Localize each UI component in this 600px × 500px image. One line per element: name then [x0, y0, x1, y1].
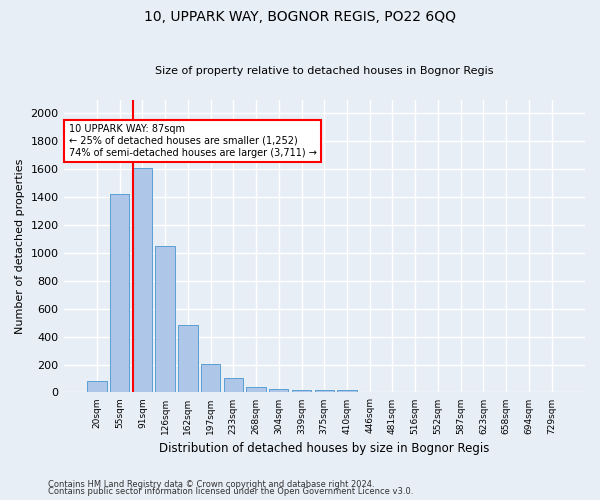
Bar [224, 378, 243, 392]
Bar [155, 246, 175, 392]
Bar [292, 390, 311, 392]
Bar [201, 364, 220, 392]
Bar [133, 168, 152, 392]
Title: Size of property relative to detached houses in Bognor Regis: Size of property relative to detached ho… [155, 66, 494, 76]
Text: 10, UPPARK WAY, BOGNOR REGIS, PO22 6QQ: 10, UPPARK WAY, BOGNOR REGIS, PO22 6QQ [144, 10, 456, 24]
Y-axis label: Number of detached properties: Number of detached properties [15, 158, 25, 334]
Bar [178, 326, 197, 392]
Text: Contains public sector information licensed under the Open Government Licence v3: Contains public sector information licen… [48, 487, 413, 496]
Text: Contains HM Land Registry data © Crown copyright and database right 2024.: Contains HM Land Registry data © Crown c… [48, 480, 374, 489]
X-axis label: Distribution of detached houses by size in Bognor Regis: Distribution of detached houses by size … [159, 442, 490, 455]
Bar [110, 194, 130, 392]
Bar [87, 380, 107, 392]
Text: 10 UPPARK WAY: 87sqm
← 25% of detached houses are smaller (1,252)
74% of semi-de: 10 UPPARK WAY: 87sqm ← 25% of detached h… [69, 124, 317, 158]
Bar [247, 387, 266, 392]
Bar [314, 390, 334, 392]
Bar [269, 388, 289, 392]
Bar [337, 390, 356, 392]
